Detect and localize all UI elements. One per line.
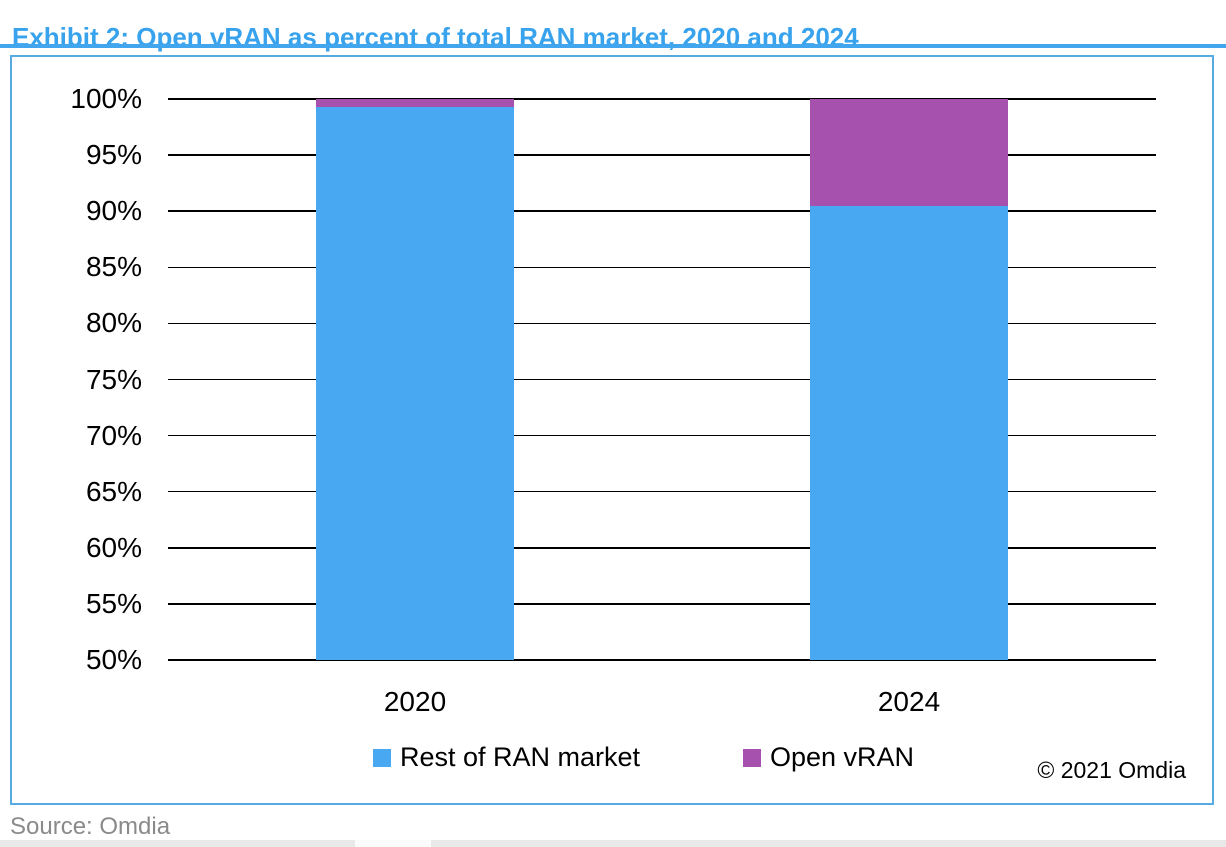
y-axis-tick-label: 60%: [85, 531, 142, 563]
y-axis-tick-label: 100%: [70, 83, 142, 114]
y-axis-tick-label: 95%: [85, 139, 142, 171]
y-axis-tick-label: 65%: [85, 475, 142, 507]
legend-swatch-icon: [373, 748, 391, 767]
gridline-85: [168, 266, 1156, 269]
x-axis-label-2020: 2020: [383, 686, 447, 717]
gridline-70: [168, 434, 1156, 437]
bar-2020-rest-of-ran-market: [316, 106, 514, 660]
legend-label: Rest of RAN market: [400, 742, 641, 772]
legend-swatch-icon: [743, 748, 761, 767]
gridline-90: [168, 210, 1156, 212]
bar-2024-rest-of-ran-market: [810, 205, 1008, 660]
title-underline-rule: [0, 44, 1226, 48]
y-axis-tick-label: 90%: [85, 195, 142, 227]
exhibit-title: Exhibit 2: Open vRAN as percent of total…: [12, 22, 859, 53]
legend-item-open-vran: Open vRAN: [743, 742, 914, 773]
gridline-75: [168, 378, 1156, 381]
gridline-95: [168, 154, 1156, 156]
gridline-50: [168, 659, 1156, 661]
gridline-65: [168, 490, 1156, 493]
y-axis-tick-label: 70%: [85, 419, 142, 451]
gridline-80: [168, 322, 1156, 325]
y-axis-tick-label: 85%: [85, 251, 142, 283]
plot-area: 50% 55% 60% 65% 70% 75% 80% 85% 90% 95% 100% 2020 20…: [70, 83, 1156, 717]
source-caption: Source: Omdia: [10, 813, 171, 840]
legend-label: Open vRAN: [770, 742, 915, 772]
gridline-60: [168, 547, 1156, 549]
y-axis-tick-label: 55%: [85, 587, 142, 619]
gridline-55: [168, 603, 1156, 605]
x-axis-label-2024: 2024: [877, 686, 941, 717]
y-axis-tick-label: 80%: [85, 307, 142, 339]
window-bottom-strip: [0, 840, 1226, 847]
legend-item-rest-of-ran-market: Rest of RAN market: [373, 742, 640, 773]
chart-frame: 50% 55% 60% 65% 70% 75% 80% 85% 90% 95% 100% 2020 20…: [10, 55, 1214, 805]
y-axis-tick-label: 50%: [85, 644, 142, 675]
bar-2024-open-vran: [810, 99, 1008, 206]
copyright-note: © 2021 Omdia: [1037, 757, 1186, 783]
gridline-100: [168, 98, 1156, 100]
y-axis-tick-label: 75%: [85, 363, 142, 395]
window-bottom-strip-gap: [355, 840, 431, 847]
bar-2020-open-vran: [316, 99, 514, 107]
